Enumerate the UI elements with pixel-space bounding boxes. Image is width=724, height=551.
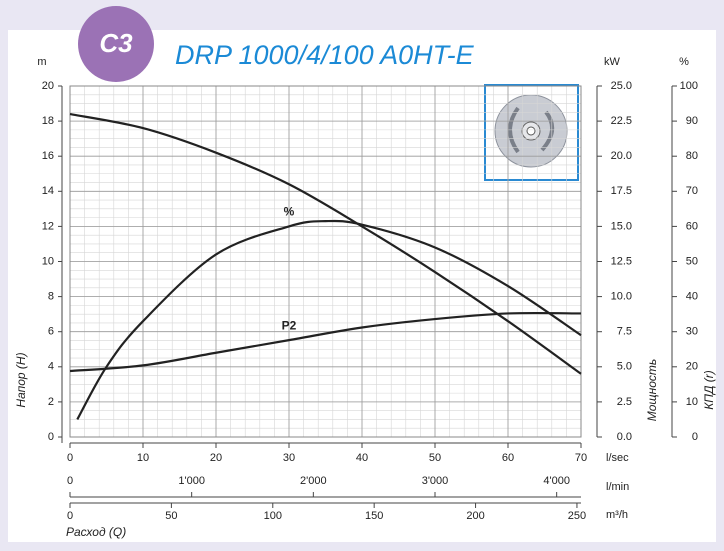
x-tick-label: 50: [429, 452, 441, 464]
y2-tick-label: 25.0: [611, 80, 632, 92]
y2-tick-label: 0.0: [617, 431, 632, 443]
x-tick-label: 10: [137, 452, 149, 464]
chart-title: DRP 1000/4/100 A0HT-E: [175, 40, 475, 70]
y-tick-label: 16: [42, 150, 54, 162]
y2-axis-label: Мощность: [645, 359, 659, 421]
x-tick-label: 0: [67, 452, 73, 464]
y-tick-label: 2: [48, 396, 54, 408]
y3-tick-label: 40: [686, 291, 698, 303]
y2-unit: kW: [604, 56, 621, 68]
x2-tick-label: 2'000: [300, 475, 327, 487]
y-tick-label: 14: [42, 185, 54, 197]
curve: [69, 112, 582, 375]
y-axis-label: Напор (H): [14, 352, 28, 407]
curve: [69, 311, 582, 373]
y3-tick-label: 90: [686, 115, 698, 127]
x2-unit: l/min: [606, 481, 629, 493]
x-tick-label: 60: [502, 452, 514, 464]
x-unit: l/sec: [606, 452, 629, 464]
x3-tick-label: 250: [568, 510, 586, 522]
plot-frame: [69, 85, 582, 438]
x3-tick-label: 50: [165, 510, 177, 522]
y3-tick-label: 50: [686, 255, 698, 267]
y3-tick-label: 0: [692, 431, 698, 443]
y2-tick-label: 7.5: [617, 326, 632, 338]
x2-tick-label: 3'000: [422, 475, 449, 487]
x3-tick-label: 200: [466, 510, 484, 522]
y2-tick-label: 5.0: [617, 361, 632, 373]
y2-tick-label: 2.5: [617, 396, 632, 408]
y2-tick-label: 17.5: [611, 185, 632, 197]
y2-tick-label: 15.0: [611, 220, 632, 232]
x-axis-label: Расход (Q): [66, 525, 126, 539]
x-tick-label: 20: [210, 452, 222, 464]
x-tick-label: 70: [575, 452, 587, 464]
x2-tick-label: 0: [67, 475, 73, 487]
y3-tick-label: 80: [686, 150, 698, 162]
curve-label: %: [284, 205, 295, 219]
y3-tick-label: 60: [686, 220, 698, 232]
x3-tick-label: 100: [264, 510, 282, 522]
y3-tick-label: 20: [686, 361, 698, 373]
x3-tick-label: 150: [365, 510, 383, 522]
x2-tick-label: 1'000: [178, 475, 205, 487]
y3-tick-label: 30: [686, 326, 698, 338]
y3-axis-label: КПД (r): [702, 370, 716, 410]
y-tick-label: 8: [48, 291, 54, 303]
y3-tick-label: 10: [686, 396, 698, 408]
badge-text: C3: [99, 28, 133, 58]
y-tick-label: 20: [42, 80, 54, 92]
curve-label: P2: [282, 318, 297, 332]
y-unit: m: [37, 56, 46, 68]
y-tick-label: 10: [42, 255, 54, 267]
impeller-image: [484, 84, 579, 181]
x3-tick-label: 0: [67, 510, 73, 522]
y-tick-label: 4: [48, 361, 54, 373]
y-tick-label: 6: [48, 326, 54, 338]
y2-tick-label: 20.0: [611, 150, 632, 162]
y3-tick-label: 100: [680, 80, 698, 92]
y3-unit: %: [679, 56, 689, 68]
y3-tick-label: 70: [686, 185, 698, 197]
badge: [78, 6, 154, 82]
y2-tick-label: 22.5: [611, 115, 632, 127]
curve: [76, 219, 582, 420]
y2-tick-label: 12.5: [611, 255, 632, 267]
x-tick-label: 30: [283, 452, 295, 464]
grid: [69, 85, 582, 438]
x2-tick-label: 4'000: [543, 475, 570, 487]
y-tick-label: 18: [42, 115, 54, 127]
x3-unit: m³/h: [606, 509, 628, 521]
x-tick-label: 40: [356, 452, 368, 464]
y-tick-label: 0: [48, 431, 54, 443]
y2-tick-label: 10.0: [611, 291, 632, 303]
y-tick-label: 12: [42, 220, 54, 232]
